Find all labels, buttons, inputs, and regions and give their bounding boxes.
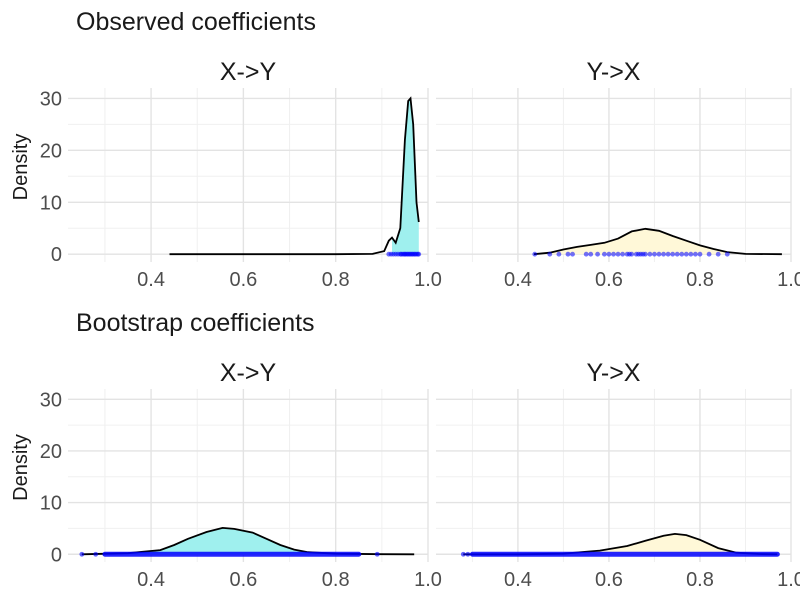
rug-point	[565, 251, 571, 257]
density-area	[128, 527, 336, 555]
rug-point	[601, 251, 607, 257]
rug-point	[595, 251, 600, 257]
rug-point	[715, 251, 721, 257]
rug-point	[532, 251, 538, 257]
x-tick-label: 0.4	[504, 569, 532, 591]
rug-point	[556, 251, 562, 257]
y-axis-label: Density	[10, 434, 32, 501]
x-tick-label: 0.8	[322, 569, 350, 591]
rug-point	[679, 251, 685, 257]
rug-point	[629, 251, 635, 257]
rug-point	[416, 251, 422, 257]
x-tick-label: 0.4	[137, 269, 165, 291]
rug-point	[615, 251, 621, 257]
y-tick-label: 0	[51, 244, 62, 266]
rug-point	[606, 251, 612, 257]
x-tick-label: 1.0	[414, 269, 442, 291]
y-axis-label: Density	[10, 134, 32, 201]
x-tick-label: 0.6	[595, 569, 623, 591]
rug-point	[642, 251, 648, 257]
rug-point	[570, 251, 575, 257]
panel-title: X->Y	[220, 58, 277, 86]
y-tick-label: 0	[51, 544, 62, 566]
panel-title: X->Y	[220, 359, 277, 387]
y-tick-label: 20	[40, 140, 62, 162]
rug-point	[661, 251, 666, 257]
y-tick-label: 20	[40, 441, 62, 463]
y-tick-label: 30	[40, 389, 62, 411]
x-tick-label: 0.4	[504, 269, 532, 291]
density-area	[392, 98, 419, 255]
density-line	[533, 227, 782, 256]
rug-point	[670, 251, 676, 257]
rug-point	[79, 551, 85, 557]
rug-point	[688, 251, 694, 257]
rug-point	[665, 251, 671, 257]
x-tick-label: 0.8	[686, 269, 714, 291]
rug-point	[697, 251, 703, 257]
y-tick-label: 30	[40, 88, 62, 110]
rug-point	[465, 551, 471, 557]
density-line	[169, 96, 420, 256]
rug-point	[724, 251, 730, 257]
x-tick-label: 0.8	[322, 269, 350, 291]
rug-point	[583, 251, 589, 257]
x-tick-label: 1.0	[777, 269, 800, 291]
x-tick-label: 1.0	[777, 569, 800, 591]
x-tick-label: 0.8	[686, 569, 714, 591]
rug-point	[588, 251, 594, 257]
x-tick-label: 1.0	[414, 569, 442, 591]
rug-point	[620, 251, 626, 257]
rug-point	[706, 251, 712, 257]
rug-point	[683, 251, 689, 257]
x-tick-label: 0.6	[229, 269, 257, 291]
x-tick-label: 0.6	[229, 569, 257, 591]
rug-point	[674, 251, 680, 257]
density-area	[517, 533, 778, 555]
rug-point	[647, 251, 653, 257]
x-tick-label: 0.4	[137, 569, 165, 591]
y-tick-label: 10	[40, 493, 62, 515]
bootstrap-section-title: Bootstrap coefficients	[76, 309, 315, 337]
y-tick-label: 10	[40, 192, 62, 214]
rug-point	[547, 251, 553, 257]
rug-point	[93, 551, 99, 557]
rug-point	[611, 251, 616, 257]
panel-title: Y->X	[587, 58, 641, 86]
panel-title: Y->X	[587, 359, 641, 387]
x-tick-label: 0.6	[595, 269, 623, 291]
rug-point	[693, 251, 698, 257]
rug-point	[652, 251, 657, 257]
rug-point	[374, 551, 380, 557]
observed-section-title: Observed coefficients	[76, 8, 316, 36]
rug-point	[656, 251, 662, 257]
rug-point	[460, 551, 466, 557]
density-area	[533, 228, 728, 255]
